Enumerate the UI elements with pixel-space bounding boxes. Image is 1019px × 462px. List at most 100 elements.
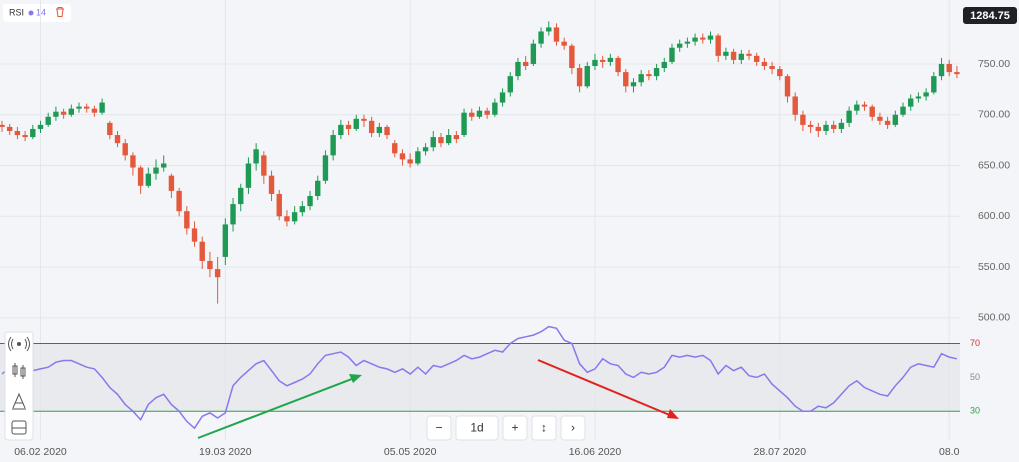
y-tick-label: 500.00 <box>978 312 1010 324</box>
candle-body <box>831 124 837 129</box>
candle-body <box>846 110 852 123</box>
candle-body <box>599 59 606 62</box>
candle-body <box>245 163 252 188</box>
candle-body <box>669 47 675 62</box>
candle-body <box>861 104 868 107</box>
candle-body <box>268 175 275 194</box>
candle-body <box>91 108 98 113</box>
indicator-name: RSI <box>9 7 24 17</box>
candle-body <box>122 143 128 156</box>
candle-body <box>230 204 236 225</box>
y-tick-label: 700.00 <box>978 109 1010 121</box>
x-tick-label: 28.07 2020 <box>754 446 807 458</box>
candle-body <box>84 106 90 109</box>
tool-layout[interactable] <box>11 420 27 435</box>
candle-body <box>615 57 621 73</box>
candle-body <box>576 68 583 87</box>
candle-body <box>130 155 136 168</box>
toolbar-button[interactable]: + <box>502 415 528 441</box>
candle-body <box>76 106 82 109</box>
candle-body <box>884 120 891 125</box>
tool-panel <box>4 331 34 441</box>
candle-body <box>37 124 44 129</box>
candle-body <box>469 112 475 117</box>
candle-body <box>322 155 329 181</box>
candle-body <box>476 110 483 117</box>
candle-body <box>784 76 791 97</box>
candle-body <box>345 124 352 129</box>
candle-body <box>392 143 398 154</box>
candle-body <box>315 180 321 196</box>
rsi-line <box>1 325 958 430</box>
candle-body <box>623 72 629 87</box>
candle-body <box>823 124 829 131</box>
price-tag: 1284.75 <box>963 7 1017 24</box>
candle-body <box>484 110 490 115</box>
x-tick-label: 16.06 2020 <box>569 446 622 458</box>
annotation-arrows <box>197 359 679 439</box>
candle-body <box>368 120 375 134</box>
button-label: + <box>511 421 518 435</box>
delete-icon[interactable] <box>56 7 64 17</box>
button-box <box>455 415 499 441</box>
candle-body <box>592 59 598 66</box>
candle-body <box>291 212 298 222</box>
candle-body <box>777 69 783 77</box>
candle-body <box>546 27 552 32</box>
candle-body <box>453 135 460 140</box>
candle-body <box>276 193 282 217</box>
candle-body <box>715 35 721 56</box>
candle-body <box>607 57 614 62</box>
tool-candles[interactable] <box>12 363 26 379</box>
y-tick-label: 600.00 <box>978 210 1010 222</box>
button-label: − <box>435 421 442 435</box>
candle-body <box>445 135 452 144</box>
candle-body <box>515 61 521 77</box>
candle-body <box>99 102 105 113</box>
button-label: 1d <box>470 421 483 435</box>
x-tick-label: 08.0 <box>939 446 960 458</box>
toolbar-button[interactable]: − <box>426 415 452 441</box>
candle-body <box>307 195 313 207</box>
x-tick-label: 06.02 2020 <box>14 446 67 458</box>
rsi-band <box>0 343 960 412</box>
tool-signal[interactable] <box>8 336 30 352</box>
rsi-tick-label: 30 <box>970 406 980 416</box>
candle-body <box>738 53 744 60</box>
tool-draw[interactable] <box>12 392 26 410</box>
candle-body <box>938 63 945 77</box>
candle-body <box>638 74 644 83</box>
toolbar-button[interactable]: ↕ <box>531 415 557 441</box>
candle-body <box>700 37 706 40</box>
up-arrow-head <box>349 374 362 383</box>
rsi-tick-label: 70 <box>970 338 980 348</box>
candle-body <box>168 175 175 191</box>
candle-body <box>538 31 544 44</box>
button-box <box>560 415 586 441</box>
candle-body <box>7 126 13 131</box>
candle-body <box>869 106 875 117</box>
candle-body <box>191 228 198 242</box>
indicator-legend: RSI 14 <box>3 4 71 22</box>
candle-body <box>492 102 498 115</box>
y-tick-label: 650.00 <box>978 159 1010 171</box>
candle-body <box>854 104 860 111</box>
candle-body <box>45 116 51 125</box>
candle-body <box>499 92 506 103</box>
up-arrow <box>197 376 358 439</box>
candle-body <box>792 96 798 115</box>
candle-body <box>0 124 5 127</box>
candle-body <box>730 51 737 60</box>
button-box <box>531 415 557 441</box>
candle-body <box>222 224 229 257</box>
toolbar-button[interactable]: 1d <box>455 415 499 441</box>
toolbar-button[interactable]: › <box>560 415 586 441</box>
candle-body <box>761 61 768 66</box>
candle-body <box>145 173 152 186</box>
candle-body <box>569 45 575 69</box>
candle-body <box>769 66 775 70</box>
candle-body <box>376 126 383 134</box>
candle-body <box>653 68 660 77</box>
candle-body <box>461 112 467 136</box>
candle-body <box>877 116 883 121</box>
